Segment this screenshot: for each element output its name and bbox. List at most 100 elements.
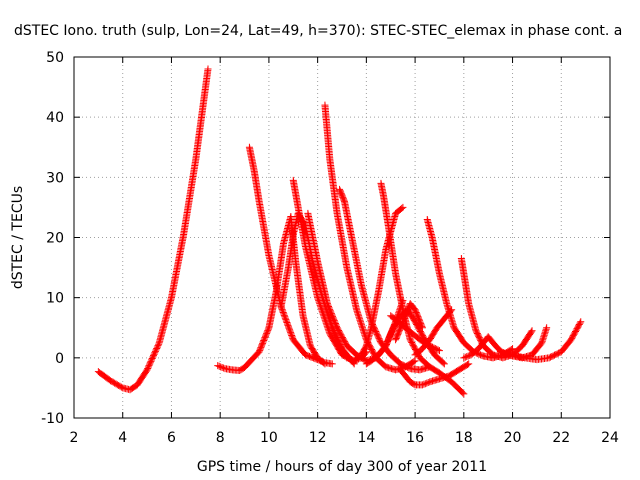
- data-point: [152, 346, 160, 354]
- x-tick-label: 22: [552, 430, 570, 446]
- data-point: [440, 360, 448, 368]
- data-point: [328, 360, 336, 368]
- data-point: [463, 361, 471, 369]
- data-point: [435, 347, 443, 355]
- data-point: [279, 308, 287, 316]
- data-point: [421, 380, 429, 388]
- y-tick-label: 50: [46, 50, 64, 66]
- data-point: [153, 344, 161, 352]
- data-point: [460, 354, 468, 362]
- data-point: [285, 323, 293, 331]
- data-point: [418, 324, 426, 332]
- data-point: [463, 353, 471, 361]
- x-tick-label: 16: [406, 430, 424, 446]
- data-point: [280, 311, 288, 319]
- data-point: [146, 360, 154, 368]
- data-point: [323, 322, 331, 330]
- data-point: [459, 389, 467, 397]
- data-point: [146, 359, 154, 367]
- x-tick-label: 20: [504, 430, 522, 446]
- y-tick-label: 40: [46, 110, 64, 126]
- data-point: [314, 294, 322, 302]
- data-point: [346, 355, 354, 363]
- y-tick-label: 0: [55, 351, 64, 367]
- data-point: [144, 364, 152, 372]
- x-tick-label: 4: [118, 430, 127, 446]
- data-point: [283, 319, 291, 327]
- data-point: [148, 354, 156, 362]
- x-tick-label: 8: [216, 430, 225, 446]
- data-point: [149, 353, 157, 361]
- data-point: [153, 343, 161, 351]
- data-point: [460, 390, 468, 398]
- data-point: [204, 65, 212, 73]
- series-9: [377, 179, 468, 398]
- data-point: [282, 316, 290, 324]
- series-18: [496, 318, 585, 364]
- data-point: [215, 362, 223, 370]
- data-marks: [94, 65, 585, 398]
- data-point: [527, 328, 535, 336]
- data-point: [418, 322, 426, 330]
- data-point: [398, 204, 406, 212]
- data-point: [314, 295, 322, 303]
- data-point: [340, 196, 348, 204]
- data-point: [150, 350, 158, 358]
- series-0: [94, 65, 212, 394]
- data-point: [318, 306, 326, 314]
- data-point: [281, 314, 289, 322]
- y-tick-label: 10: [46, 291, 64, 307]
- data-point: [420, 380, 428, 388]
- data-point: [315, 298, 323, 306]
- series-16: [457, 255, 536, 362]
- data-point: [424, 379, 432, 387]
- data-point: [321, 315, 329, 323]
- data-point: [322, 318, 330, 326]
- x-tick-label: 2: [70, 430, 79, 446]
- data-point: [317, 303, 325, 311]
- data-point: [148, 356, 156, 364]
- x-tick-label: 14: [357, 430, 375, 446]
- y-tick-label: 20: [46, 231, 64, 247]
- data-point: [282, 317, 290, 325]
- x-tick-label: 18: [455, 430, 473, 446]
- data-point: [509, 345, 517, 353]
- data-point: [281, 313, 289, 321]
- data-point: [320, 312, 328, 320]
- data-point: [218, 363, 226, 371]
- data-point: [447, 307, 455, 315]
- data-point: [320, 313, 328, 321]
- data-point: [319, 358, 327, 366]
- series-12: [396, 360, 473, 389]
- data-point: [147, 357, 155, 365]
- data-point: [410, 358, 418, 366]
- data-point: [448, 306, 456, 314]
- data-point: [317, 304, 325, 312]
- data-point: [315, 356, 323, 364]
- data-point: [280, 310, 288, 318]
- data-point: [151, 349, 159, 357]
- data-point: [217, 363, 225, 371]
- data-point: [434, 346, 442, 354]
- data-point: [577, 318, 585, 326]
- series-13: [392, 300, 426, 344]
- data-point: [316, 301, 324, 309]
- x-axis-title: GPS time / hours of day 300 of year 2011: [197, 459, 487, 475]
- data-point: [418, 381, 426, 389]
- y-axis-title: dSTEC / TECUs: [10, 186, 26, 289]
- series-7: [336, 185, 434, 374]
- data-point: [576, 319, 584, 327]
- data-point: [319, 309, 327, 317]
- data-point: [154, 342, 162, 350]
- data-point: [319, 310, 327, 318]
- data-point: [288, 331, 296, 339]
- x-tick-label: 10: [260, 430, 278, 446]
- y-tick-label: 30: [46, 170, 64, 186]
- data-point: [143, 366, 151, 374]
- data-point: [322, 319, 330, 327]
- data-point: [279, 307, 287, 315]
- data-point: [399, 203, 407, 211]
- y-tick-label: -10: [41, 411, 64, 427]
